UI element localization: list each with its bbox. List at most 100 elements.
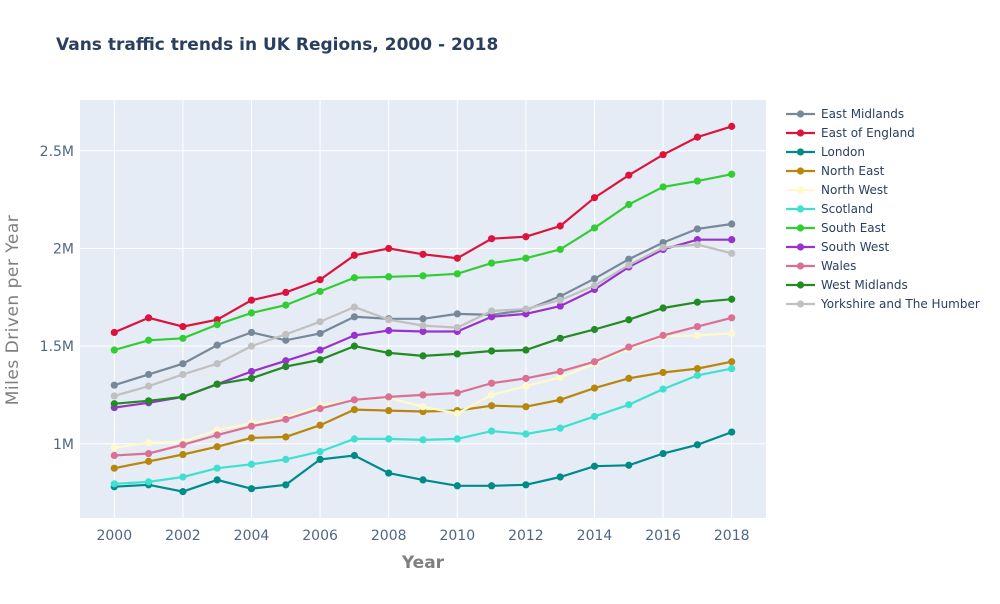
data-point[interactable] — [693, 240, 702, 249]
data-point[interactable] — [419, 315, 427, 323]
data-point[interactable] — [247, 328, 256, 337]
data-point[interactable] — [350, 274, 358, 282]
data-point[interactable] — [282, 481, 290, 489]
data-point[interactable] — [179, 441, 187, 449]
data-point[interactable] — [522, 346, 530, 354]
data-point[interactable] — [316, 455, 324, 464]
data-point[interactable] — [659, 331, 667, 339]
data-point[interactable] — [145, 382, 153, 390]
data-point[interactable] — [145, 457, 153, 465]
data-point[interactable] — [488, 235, 496, 243]
data-point[interactable] — [385, 469, 393, 477]
data-point[interactable] — [728, 358, 736, 366]
data-point[interactable] — [145, 336, 153, 344]
data-point[interactable] — [419, 322, 427, 330]
data-point[interactable] — [728, 220, 736, 228]
data-point[interactable] — [488, 259, 496, 267]
data-point[interactable] — [385, 326, 393, 335]
data-point[interactable] — [488, 391, 496, 399]
data-point[interactable] — [213, 476, 221, 484]
data-point[interactable] — [590, 412, 599, 421]
data-point[interactable] — [693, 225, 702, 233]
data-point[interactable] — [213, 443, 221, 451]
data-point[interactable] — [282, 415, 290, 423]
data-point[interactable] — [659, 151, 667, 159]
data-point[interactable] — [522, 374, 530, 382]
data-point[interactable] — [453, 435, 461, 443]
data-point[interactable] — [556, 473, 564, 481]
data-point[interactable] — [488, 347, 496, 355]
data-point[interactable] — [247, 485, 256, 493]
data-point[interactable] — [350, 405, 358, 414]
data-point[interactable] — [316, 356, 324, 364]
data-point[interactable] — [556, 396, 564, 404]
data-point[interactable] — [247, 342, 256, 350]
data-point[interactable] — [659, 368, 667, 377]
data-point[interactable] — [110, 444, 118, 452]
data-point[interactable] — [316, 329, 324, 338]
data-point[interactable] — [419, 352, 427, 360]
data-point[interactable] — [556, 373, 564, 381]
data-point[interactable] — [522, 382, 530, 390]
legend-item[interactable]: South West — [786, 240, 889, 254]
legend-item[interactable]: South East — [786, 221, 886, 235]
data-point[interactable] — [659, 304, 667, 312]
data-point[interactable] — [179, 393, 187, 401]
data-point[interactable] — [213, 380, 221, 388]
data-point[interactable] — [693, 364, 702, 373]
data-point[interactable] — [282, 301, 290, 309]
data-point[interactable] — [488, 402, 496, 410]
data-point[interactable] — [693, 331, 702, 339]
data-point[interactable] — [350, 342, 358, 350]
data-point[interactable] — [522, 430, 530, 438]
data-point[interactable] — [247, 434, 256, 442]
data-point[interactable] — [213, 360, 221, 368]
data-point[interactable] — [213, 431, 221, 439]
data-point[interactable] — [590, 462, 599, 470]
data-point[interactable] — [659, 183, 667, 191]
data-point[interactable] — [282, 357, 290, 365]
data-point[interactable] — [728, 170, 736, 178]
legend-item[interactable]: Scotland — [786, 202, 873, 216]
data-point[interactable] — [385, 349, 393, 357]
data-point[interactable] — [179, 450, 187, 459]
data-point[interactable] — [728, 295, 736, 303]
data-point[interactable] — [282, 288, 290, 296]
data-point[interactable] — [522, 233, 530, 241]
data-point[interactable] — [110, 381, 118, 389]
data-point[interactable] — [522, 481, 530, 489]
data-point[interactable] — [625, 171, 633, 179]
legend-item[interactable]: East of England — [786, 126, 915, 140]
data-point[interactable] — [728, 249, 736, 257]
data-point[interactable] — [316, 405, 324, 413]
data-point[interactable] — [728, 329, 736, 338]
data-point[interactable] — [419, 403, 427, 411]
data-point[interactable] — [488, 379, 496, 387]
data-point[interactable] — [556, 296, 564, 304]
data-point[interactable] — [453, 270, 461, 278]
data-point[interactable] — [625, 401, 633, 409]
data-point[interactable] — [693, 322, 702, 331]
data-point[interactable] — [385, 316, 393, 324]
data-point[interactable] — [247, 422, 256, 430]
legend-item[interactable]: North West — [786, 183, 888, 197]
data-point[interactable] — [247, 296, 256, 304]
data-point[interactable] — [316, 447, 324, 456]
data-point[interactable] — [247, 460, 256, 468]
data-point[interactable] — [590, 325, 599, 334]
data-point[interactable] — [179, 334, 187, 342]
data-point[interactable] — [247, 374, 256, 382]
data-point[interactable] — [419, 327, 427, 336]
data-point[interactable] — [625, 200, 633, 209]
data-point[interactable] — [453, 350, 461, 358]
data-point[interactable] — [350, 313, 358, 321]
data-point[interactable] — [728, 428, 736, 436]
data-point[interactable] — [213, 321, 221, 329]
data-point[interactable] — [590, 224, 599, 232]
data-point[interactable] — [556, 334, 564, 342]
data-point[interactable] — [625, 343, 633, 351]
data-point[interactable] — [556, 302, 564, 310]
data-point[interactable] — [385, 393, 393, 401]
legend-item[interactable]: East Midlands — [786, 107, 904, 121]
data-point[interactable] — [488, 427, 496, 435]
